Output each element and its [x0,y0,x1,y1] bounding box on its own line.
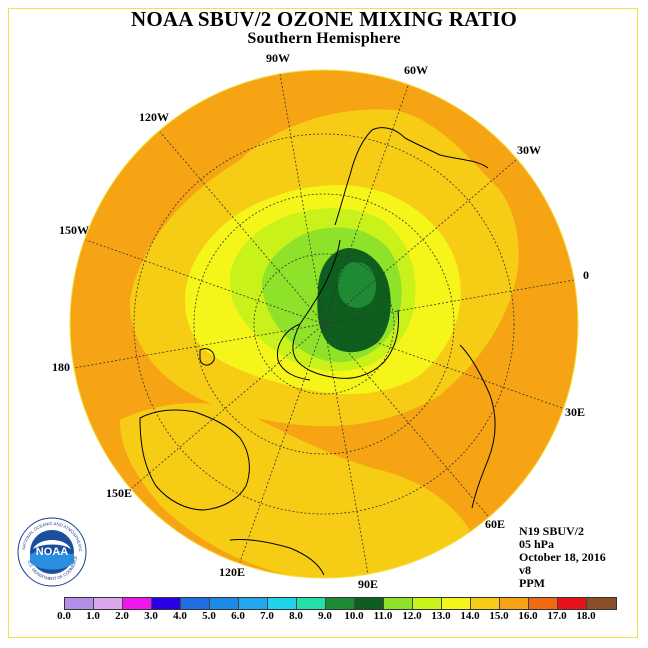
longitude-label-120e: 120E [219,565,246,579]
longitude-label-30e: 30E [565,405,586,419]
africa-coast [459,344,496,509]
colorbar-segment [355,598,384,609]
info-units: PPM [519,576,545,590]
meridian-60e-120w [159,131,489,517]
colorbar-segment [65,598,94,609]
colorbar-label: 13.0 [431,610,451,622]
colorbar-label: 12.0 [402,610,422,622]
longitude-label-0: 0 [583,268,589,282]
colorbar-segment [152,598,181,609]
info-date: October 18, 2016 [519,550,606,564]
longitude-label-150e: 150E [106,486,133,500]
colorbar-segment [239,598,268,609]
longitude-label-150w: 150W [59,223,89,237]
colorbar-segment [587,598,616,609]
longitude-label-60e: 60E [485,517,506,531]
longitude-label-30w: 30W [517,143,541,157]
coastlines [139,127,496,576]
colorbar-label: 7.0 [260,610,274,622]
longitude-label-90w: 90W [266,51,290,65]
noaa-logo: NOAA NATIONAL OCEANIC AND ATMOSPHERIC AD… [17,517,87,587]
colorbar-label: 18.0 [576,610,596,622]
colorbar-label: 17.0 [547,610,567,622]
colorbar-label: 0.0 [57,610,71,622]
contour-9-fill [338,262,376,308]
map-title: NOAA SBUV/2 OZONE MIXING RATIO [131,7,517,31]
colorbar-segment [326,598,355,609]
colorbar-label: 16.0 [518,610,538,622]
colorbar-segment [181,598,210,609]
colorbar-segment [529,598,558,609]
colorbar-segment [413,598,442,609]
colorbar-segment [123,598,152,609]
longitude-label-180: 180 [52,360,70,374]
map-info: N19 SBUV/2 05 hPa October 18, 2016 v8 PP… [519,525,606,590]
colorbar-label: 8.0 [289,610,303,622]
longitude-label-60w: 60W [404,63,428,77]
antarctica-coast [276,323,311,381]
colorbar-label: 3.0 [144,610,158,622]
colorbar-label: 5.0 [202,610,216,622]
longitude-label-90e: 90E [358,577,379,591]
latitude-circle-outer [133,133,515,515]
colorbar-label: 15.0 [489,610,509,622]
info-satellite: N19 SBUV/2 [519,524,585,538]
colorbar-segment [384,598,413,609]
page-frame [8,8,638,638]
colorbar-segment [471,598,500,609]
colorbar-label: 9.0 [318,610,332,622]
info-version: v8 [519,563,531,577]
longitude-label-120w: 120W [139,110,169,124]
info-level: 05 hPa [519,537,555,551]
globe-outline [69,69,579,579]
colorbar-label: 6.0 [231,610,245,622]
south-america-coast [334,127,489,226]
colorbar-segment [297,598,326,609]
colorbar-segment [268,598,297,609]
latitude-circle-mid [193,193,455,455]
antarctic-peninsula-coast [292,239,399,379]
colorbar [64,597,617,610]
colorbar-label: 14.0 [460,610,480,622]
latitude-circle-inner [253,253,395,395]
colorbar-segment [442,598,471,609]
graticule [73,73,575,575]
colorbar-label: 11.0 [373,610,393,622]
australia-coast [139,409,250,511]
colorbar-label: 2.0 [115,610,129,622]
colorbar-segment [94,598,123,609]
colorbar-label: 10.0 [344,610,364,622]
colorbar-segment [210,598,239,609]
colorbar-segment [500,598,529,609]
contour-14-fill-south [120,403,470,578]
map-subtitle: Southern Hemisphere [247,30,401,47]
logo-text: NOAA [36,546,68,558]
new-zealand-coast [199,348,215,366]
colorbar-segment [558,598,587,609]
colorbar-label: 1.0 [86,610,100,622]
colorbar-label: 4.0 [173,610,187,622]
